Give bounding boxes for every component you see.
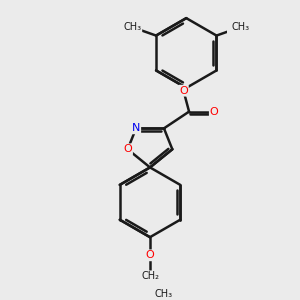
Text: O: O	[210, 106, 219, 117]
Text: CH₂: CH₂	[141, 271, 159, 281]
Text: O: O	[179, 86, 188, 96]
Text: CH₃: CH₃	[231, 22, 249, 32]
Text: O: O	[146, 250, 154, 260]
Text: CH₃: CH₃	[155, 290, 173, 299]
Text: N: N	[132, 123, 140, 134]
Text: CH₃: CH₃	[123, 22, 141, 32]
Text: O: O	[123, 144, 132, 154]
